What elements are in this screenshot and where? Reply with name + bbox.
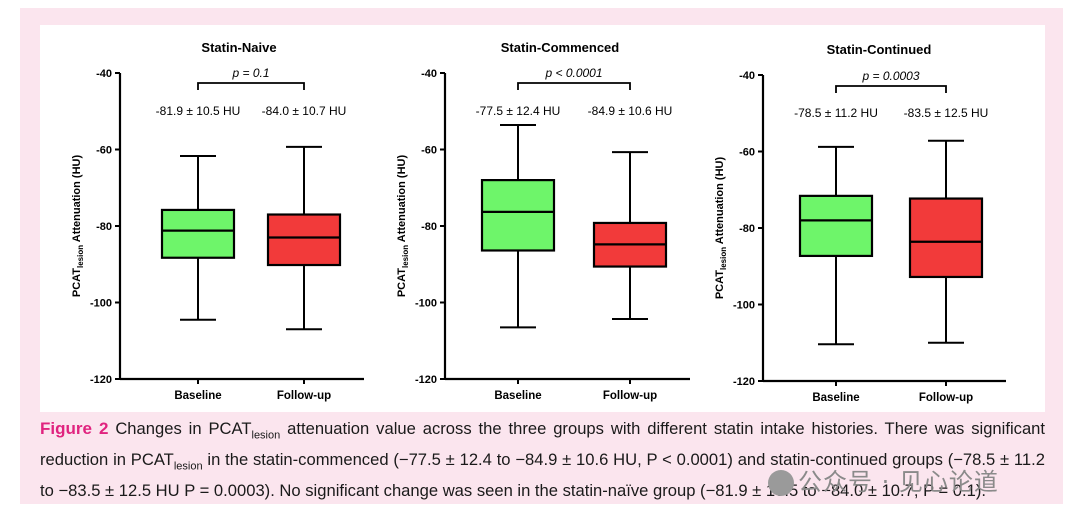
mean-sd-label: -83.5 ± 12.5 HU	[904, 106, 989, 120]
y-tick-label: -100	[733, 300, 755, 312]
mean-sd-label: -78.5 ± 11.2 HU	[794, 106, 878, 120]
caption-part-1: Changes in PCAT	[108, 419, 252, 438]
caption-sub-1: lesion	[251, 429, 281, 442]
box-iqr	[480, 179, 556, 252]
chart-3: Statin-Continued -40 -60 -80 -100 -120 PCATles…	[714, 42, 1006, 404]
mean-sd-label: -84.0 ± 10.7 HU	[262, 104, 347, 118]
y-tick-label: -80	[421, 221, 437, 233]
y-axis-label: PCATlesion Attenuation (HU)	[396, 155, 410, 298]
y-tick-label: -40	[739, 70, 755, 82]
y-axis-label-main: PCAT	[396, 268, 408, 297]
category-label: Follow-up	[277, 390, 331, 402]
y-axis-label-rest: Attenuation (HU)	[714, 157, 726, 247]
category-label: Baseline	[174, 390, 221, 402]
category-label: Baseline	[494, 390, 541, 402]
y-axis-label: PCATlesion Attenuation (HU)	[71, 155, 85, 298]
caption-sub-2: lesion	[173, 460, 203, 473]
category-label: Baseline	[812, 392, 859, 404]
y-tick-label: -120	[90, 374, 112, 386]
y-tick-label: -100	[415, 298, 437, 310]
box-iqr	[160, 208, 236, 259]
category-label: Follow-up	[603, 390, 657, 402]
y-axis-label-main: PCAT	[71, 268, 83, 297]
y-tick-label: -80	[96, 221, 112, 233]
y-tick-label: -80	[739, 223, 755, 235]
y-axis-label-rest: Attenuation (HU)	[71, 155, 83, 245]
y-tick-label: -40	[96, 68, 112, 80]
caption-part-3: in the statin-commenced (−77.5 ± 12.4 to…	[40, 449, 1045, 500]
y-tick-label: -60	[739, 147, 755, 159]
mean-sd-label: -84.9 ± 10.6 HU	[588, 104, 673, 118]
caption-part-2: attenuation value across the three group…	[40, 419, 1046, 469]
chart-2: Statin-Commenced -40 -60 -80 -100 -120 PCATles…	[396, 40, 690, 402]
y-tick-label: -60	[96, 145, 112, 157]
watermark-text: 公众号 · 见心论道	[798, 468, 999, 496]
significance-bracket	[197, 82, 305, 90]
p-value-label: p = 0.1	[231, 66, 269, 80]
box-iqr	[266, 213, 342, 267]
y-tick-label: -100	[90, 298, 112, 310]
y-tick-label: -40	[421, 68, 437, 80]
watermark: 公众号 · 见心论道	[768, 462, 999, 497]
significance-bracket	[517, 82, 631, 90]
y-axis-label-sub: lesion	[719, 247, 728, 270]
box-iqr	[908, 197, 984, 279]
chart-title: Statin-Commenced	[501, 40, 620, 55]
chart-title: Statin-Naive	[201, 40, 276, 55]
y-tick-label: -60	[421, 145, 437, 157]
y-tick-label: -120	[415, 374, 437, 386]
p-value-label: p < 0.0001	[544, 66, 602, 80]
significance-bracket	[835, 85, 947, 93]
y-axis-label-main: PCAT	[714, 270, 726, 299]
y-axis-label: PCATlesion Attenuation (HU)	[714, 157, 728, 300]
box-iqr	[798, 194, 874, 258]
charts-svg: Statin-Naive -40 -60 -80 -100 -120 PCATlesion …	[71, 40, 1006, 404]
y-axis-label-sub: lesion	[76, 245, 85, 268]
wechat-icon	[768, 470, 794, 496]
mean-sd-label: -77.5 ± 12.4 HU	[476, 104, 561, 118]
figure-caption: Figure 2 Changes in PCATlesion attenuati…	[40, 417, 1045, 502]
y-tick-label: -120	[733, 376, 755, 388]
p-value-label: p = 0.0003	[861, 69, 919, 83]
category-label: Follow-up	[919, 392, 973, 404]
chart-1: Statin-Naive -40 -60 -80 -100 -120 PCATlesion …	[71, 40, 364, 402]
y-axis-label-sub: lesion	[401, 245, 410, 268]
y-axis-label-rest: Attenuation (HU)	[396, 155, 408, 245]
mean-sd-label: -81.9 ± 10.5 HU	[156, 104, 241, 118]
chart-title: Statin-Continued	[827, 42, 932, 57]
caption-label: Figure 2	[40, 419, 109, 438]
plots-panel: Statin-Naive -40 -60 -80 -100 -120 PCATlesion …	[40, 25, 1045, 412]
